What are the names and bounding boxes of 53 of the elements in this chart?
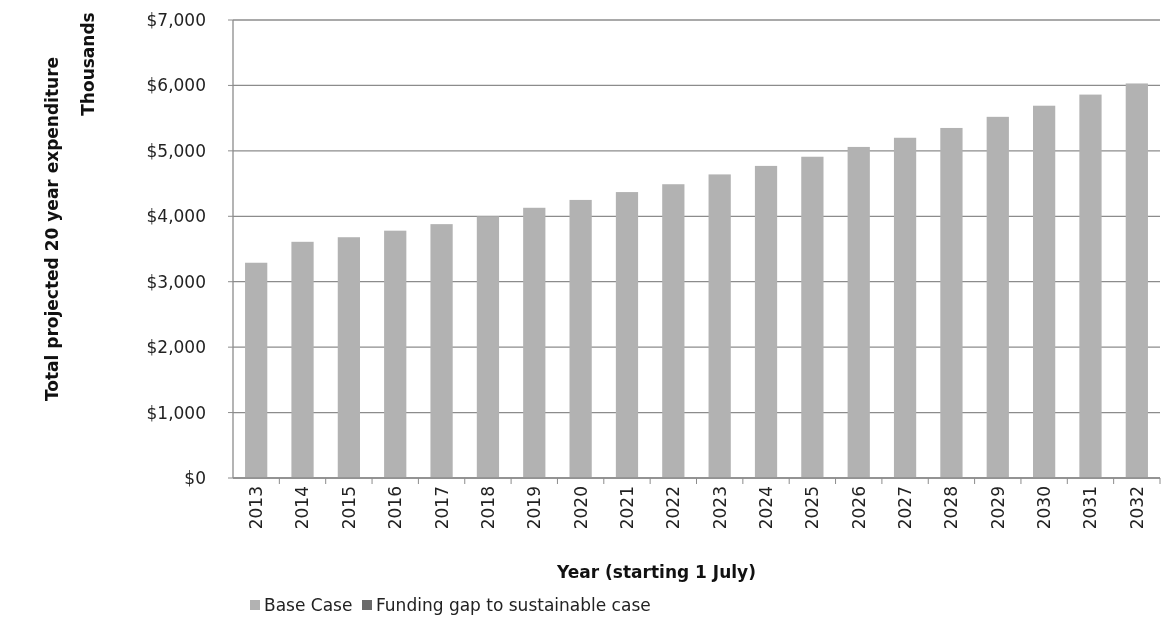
- x-tick-label: 2025: [802, 486, 823, 530]
- x-axis-title: Year (starting 1 July): [556, 562, 756, 582]
- bar: [847, 146, 870, 478]
- bar: [615, 192, 639, 478]
- text: Thousands: [78, 12, 98, 116]
- x-tick-label: 2029: [987, 486, 1008, 530]
- x-tick-label: 2019: [524, 486, 545, 530]
- bar: [245, 262, 268, 478]
- y-tick-label: $5,000: [146, 140, 206, 161]
- bar: [940, 127, 963, 478]
- x-tick-label: 2026: [848, 486, 869, 530]
- x-tick-label: 2014: [292, 486, 313, 530]
- x-tick-label: 2022: [663, 486, 684, 530]
- bar: [893, 137, 917, 478]
- bar: [754, 165, 778, 478]
- bar: [337, 237, 360, 478]
- y-tick-label: $7,000: [146, 9, 206, 30]
- bar: [569, 199, 592, 478]
- bar: [986, 116, 1009, 478]
- y-tick-label: $0: [184, 467, 206, 488]
- y-tick-label: $3,000: [146, 271, 206, 292]
- x-tick-label: 2018: [477, 486, 498, 530]
- bar: [801, 156, 824, 478]
- y-tick-label: $6,000: [146, 75, 206, 96]
- bar: [384, 230, 407, 478]
- y-tick-label: $2,000: [146, 337, 206, 358]
- y-tick-label: $4,000: [146, 206, 206, 227]
- x-tick-label: 2021: [616, 486, 637, 530]
- x-tick-label: 2024: [755, 486, 776, 530]
- x-tick-label: 2028: [941, 486, 962, 530]
- bar: [1033, 105, 1056, 478]
- bar: [476, 216, 500, 478]
- x-tick-label: 2032: [1126, 486, 1147, 530]
- bar: [662, 184, 685, 478]
- legend-label: Funding gap to sustainable case: [376, 595, 651, 615]
- x-tick-label: 2016: [385, 486, 406, 530]
- x-tick-label: 2023: [709, 486, 730, 530]
- x-tick-label: 2017: [431, 486, 452, 530]
- bar: [523, 207, 546, 478]
- bar: [1079, 94, 1102, 478]
- x-tick-label: 2013: [246, 486, 267, 530]
- legend-label: Base Case: [264, 595, 353, 615]
- x-tick-label: 2020: [570, 486, 591, 530]
- y-axis-title: Total projected 20 year expenditure: [42, 56, 62, 402]
- bar: [291, 241, 314, 478]
- y-tick-label: $1,000: [146, 402, 206, 423]
- x-tick-label: 2015: [338, 486, 359, 530]
- x-tick-label: 2027: [895, 486, 916, 530]
- bar: [1125, 83, 1148, 478]
- bar: [430, 224, 453, 478]
- x-tick-label: 2031: [1080, 486, 1101, 530]
- x-tick-label: 2030: [1034, 486, 1055, 530]
- bar: [708, 174, 731, 478]
